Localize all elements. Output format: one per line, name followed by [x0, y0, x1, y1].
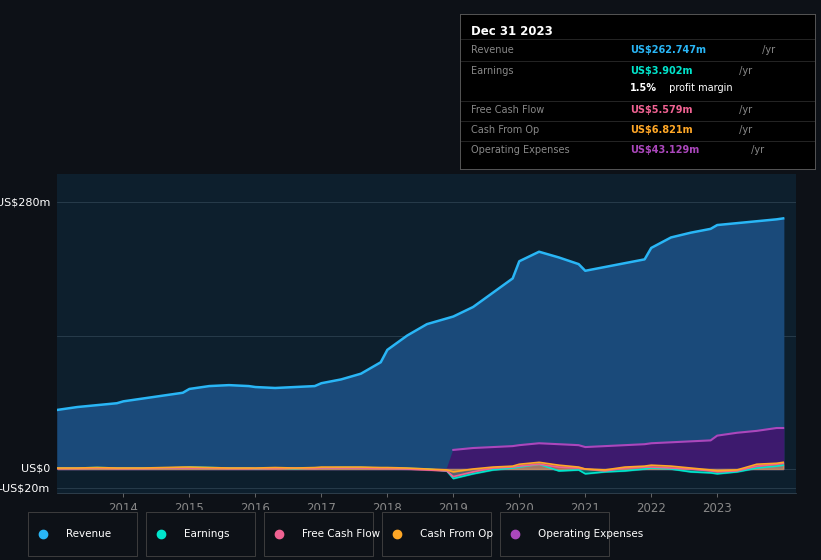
Text: US$43.129m: US$43.129m — [631, 146, 699, 155]
Text: Revenue: Revenue — [470, 45, 513, 55]
Text: /yr: /yr — [736, 125, 752, 136]
Text: Operating Expenses: Operating Expenses — [470, 146, 569, 155]
Text: Cash From Op: Cash From Op — [470, 125, 539, 136]
Text: US$3.902m: US$3.902m — [631, 66, 693, 76]
Text: US$262.747m: US$262.747m — [631, 45, 706, 55]
Text: Free Cash Flow: Free Cash Flow — [470, 105, 544, 115]
Text: US$0: US$0 — [21, 464, 50, 474]
Text: -US$20m: -US$20m — [0, 483, 50, 493]
Text: profit margin: profit margin — [666, 83, 732, 94]
Text: /yr: /yr — [759, 45, 775, 55]
Text: /yr: /yr — [736, 66, 752, 76]
Text: Cash From Op: Cash From Op — [420, 529, 493, 539]
Text: /yr: /yr — [748, 146, 764, 155]
Text: US$6.821m: US$6.821m — [631, 125, 693, 136]
Text: US$5.579m: US$5.579m — [631, 105, 693, 115]
Text: 1.5%: 1.5% — [631, 83, 658, 94]
Text: Free Cash Flow: Free Cash Flow — [302, 529, 380, 539]
Text: /yr: /yr — [736, 105, 752, 115]
Text: Earnings: Earnings — [470, 66, 513, 76]
Text: Operating Expenses: Operating Expenses — [539, 529, 644, 539]
Text: Earnings: Earnings — [184, 529, 230, 539]
Text: US$280m: US$280m — [0, 197, 50, 207]
Text: Revenue: Revenue — [67, 529, 112, 539]
Text: Dec 31 2023: Dec 31 2023 — [470, 25, 553, 38]
